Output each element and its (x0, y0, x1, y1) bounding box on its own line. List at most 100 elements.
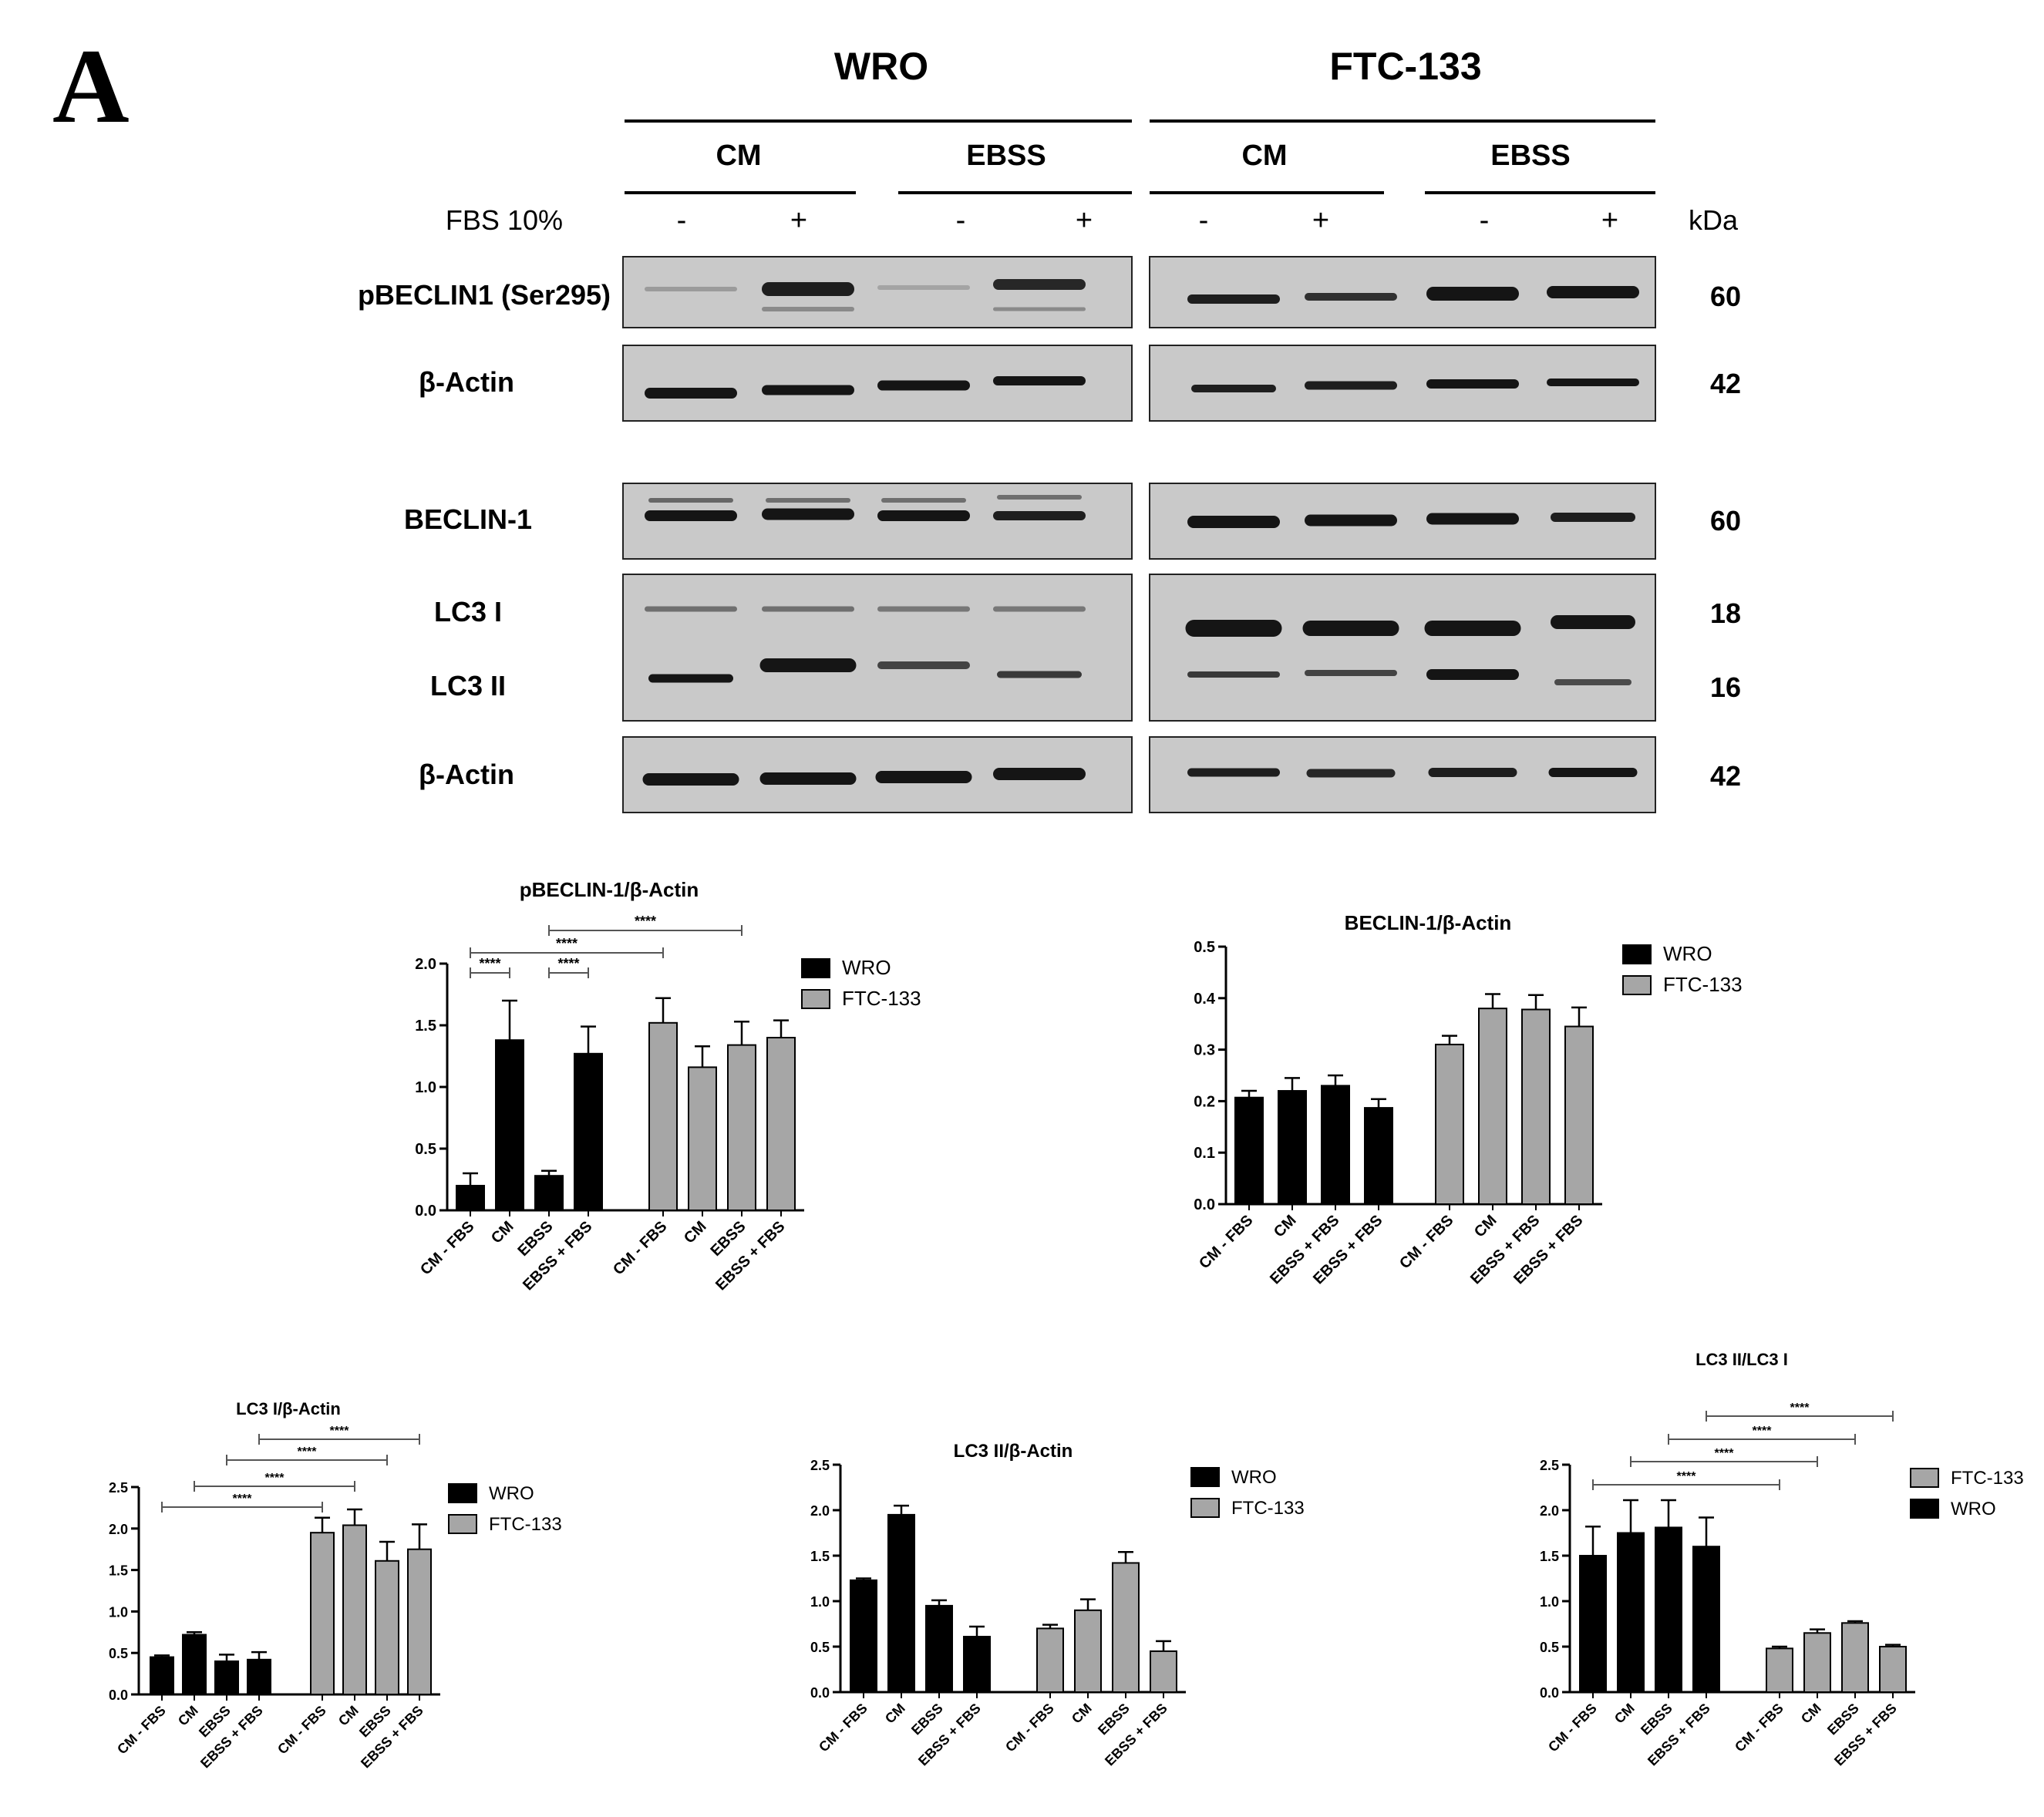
bar (1766, 1647, 1793, 1694)
condition-label: EBSS (966, 140, 1046, 172)
blot-band (1551, 615, 1635, 629)
x-tick-label: CM - FBS (417, 1218, 477, 1278)
blot-band (881, 498, 966, 503)
y-tick-label: 0.0 (1540, 1685, 1559, 1701)
y-tick-label: 1.5 (415, 1018, 436, 1035)
blot-band (762, 606, 854, 612)
x-tick-label: CM - FBS (816, 1701, 870, 1755)
bar (887, 1513, 915, 1694)
bar-chart: BECLIN-1/β-Actin 0.0 0.1 0.2 0.3 0.4 0.5 CM - F… (1194, 911, 1742, 1287)
x-tick-label: CM - FBS (1732, 1701, 1786, 1755)
bar-chart: pBECLIN-1/β-Actin 0.0 0.5 1.0 1.5 2.0 CM - FBS… (415, 878, 921, 1294)
y-tick-label: 1.0 (1540, 1594, 1559, 1610)
bar (1435, 1043, 1464, 1206)
x-tick-label: CM (1271, 1212, 1300, 1241)
blot-strip (622, 256, 1133, 328)
blot-band (1547, 286, 1639, 298)
kda-value: 42 (1710, 760, 1741, 792)
blot-band (1305, 514, 1397, 527)
blot-band (877, 380, 970, 391)
y-tick-label: 0.2 (1194, 1093, 1215, 1110)
significance-label: **** (479, 956, 500, 971)
kda-value: 16 (1710, 671, 1741, 703)
legend-label: FTC-133 (1663, 973, 1743, 996)
blot-band (1187, 516, 1280, 528)
blot-band (1428, 768, 1517, 777)
kda-label: kDa (1689, 204, 1739, 236)
bar (1364, 1107, 1393, 1205)
y-tick-label: 0.5 (1540, 1640, 1559, 1655)
fbs-sign: - (1480, 204, 1490, 237)
bar (375, 1560, 399, 1696)
x-tick-label: CM - FBS (1396, 1212, 1456, 1272)
bar (310, 1532, 335, 1696)
fbs-label: FBS 10% (446, 204, 563, 236)
blot-band (1426, 669, 1519, 680)
blot-band (762, 385, 854, 395)
y-tick-label: 1.5 (1540, 1549, 1559, 1564)
significance-label: **** (298, 1445, 318, 1459)
y-tick-label: 0.5 (109, 1646, 128, 1661)
bar (214, 1660, 239, 1695)
western-blots (622, 256, 1656, 813)
legend-swatch (1622, 944, 1652, 964)
blot-band (1547, 379, 1639, 386)
y-tick-label: 0.1 (1194, 1145, 1215, 1162)
bar (1579, 1555, 1607, 1693)
blot-strip (622, 574, 1133, 722)
legend-swatch (448, 1514, 477, 1534)
y-tick-label: 2.5 (810, 1458, 830, 1473)
blot-band (877, 285, 970, 290)
condition-label: CM (716, 140, 761, 172)
blot-band (1551, 513, 1635, 522)
legend-swatch (1190, 1467, 1220, 1487)
x-tick-label: CM (1798, 1701, 1824, 1727)
y-tick-label: 1.5 (810, 1549, 830, 1564)
blot-strip (1149, 574, 1656, 722)
x-tick-label: CM - FBS (114, 1703, 169, 1758)
significance-label: **** (1753, 1425, 1773, 1438)
blot-band (997, 495, 1082, 500)
bar (456, 1185, 485, 1211)
legend-label: WRO (489, 1483, 534, 1504)
chart-title: LC3 II/β-Actin (954, 1441, 1073, 1462)
row-label-lc3-i: LC3 I (434, 596, 502, 628)
significance-label: **** (265, 1472, 285, 1485)
x-tick-label: CM - FBS (274, 1703, 329, 1758)
y-tick-label: 1.0 (109, 1604, 128, 1620)
kda-value: 60 (1710, 505, 1741, 537)
chart-title: pBECLIN-1/β-Actin (520, 878, 699, 901)
y-tick-label: 0.0 (1194, 1196, 1215, 1213)
bar (1879, 1646, 1907, 1693)
y-tick-label: 0.0 (415, 1203, 436, 1220)
legend-label: WRO (1663, 942, 1712, 965)
blot-band (1306, 769, 1396, 778)
legend-swatch (801, 989, 830, 1009)
x-tick-label: CM - FBS (610, 1218, 670, 1278)
y-tick-label: 0.4 (1194, 991, 1216, 1008)
blot-band (1305, 670, 1397, 676)
blot-band (993, 511, 1086, 520)
bar (407, 1548, 432, 1695)
kda-value: 42 (1710, 368, 1741, 399)
legend-label: FTC-133 (489, 1514, 562, 1535)
significance-label: **** (1677, 1470, 1697, 1483)
fbs-sign: - (956, 204, 966, 237)
condition-label: EBSS (1490, 140, 1570, 172)
bar (1150, 1650, 1177, 1693)
x-tick-label: CM (175, 1703, 201, 1729)
chart-title: LC3 I/β-Actin (236, 1399, 341, 1418)
blot-band (1302, 621, 1399, 636)
significance-label: **** (1790, 1401, 1810, 1415)
blot-band (875, 771, 972, 783)
significance-label: **** (557, 956, 579, 971)
panel-letter: A (52, 27, 130, 145)
y-tick-label: 2.0 (415, 956, 436, 973)
bar (247, 1658, 271, 1696)
blot-band (645, 510, 737, 521)
blot-band (1426, 513, 1519, 525)
row-label-actin: β-Actin (419, 759, 514, 790)
y-tick-label: 1.0 (810, 1594, 830, 1610)
